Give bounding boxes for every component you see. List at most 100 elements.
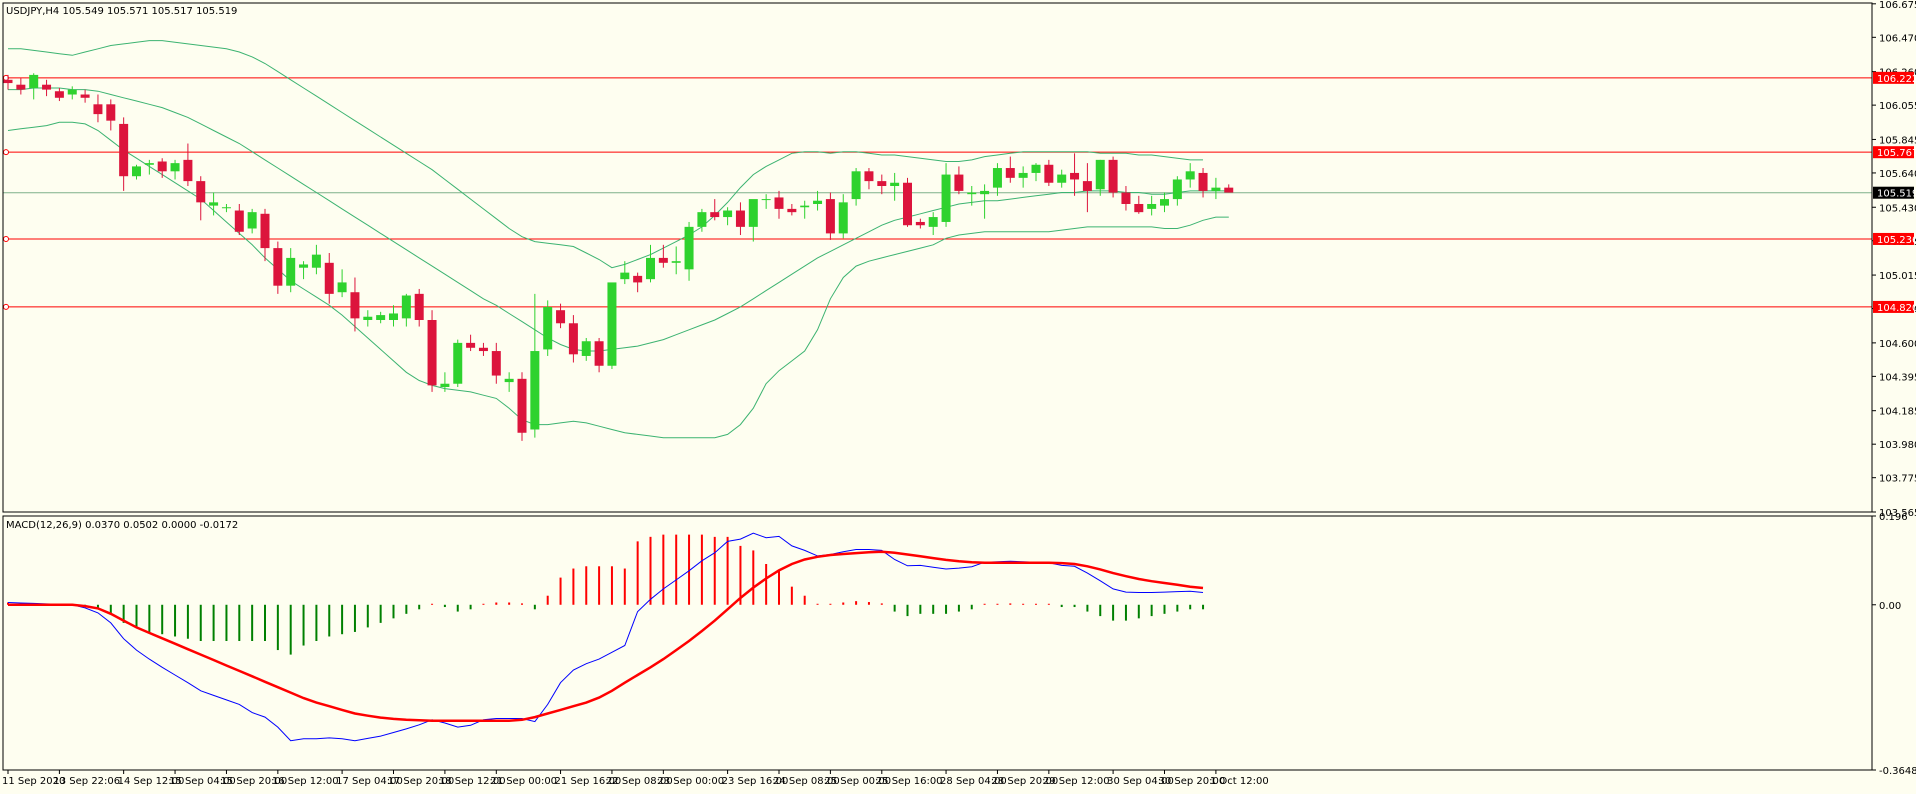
time-tick-label: 17 Sep 04:00 — [336, 776, 403, 787]
candle-body — [658, 257, 668, 263]
candle-body — [1005, 168, 1015, 178]
time-tick-label: 15 Sep 04:00 — [169, 776, 236, 787]
candle-body — [813, 200, 823, 204]
candle-body — [54, 91, 64, 98]
time-tick-label: 14 Sep 12:00 — [118, 776, 185, 787]
candle-body — [1070, 172, 1080, 180]
candle-body — [877, 181, 887, 187]
candle-body — [903, 182, 912, 226]
candle-body — [941, 174, 951, 222]
bollinger-lower-line — [7, 121, 1229, 439]
price-label-box — [1873, 71, 1914, 84]
candle-body — [42, 84, 52, 90]
price-label-box — [1873, 232, 1914, 245]
time-tick-label: 24 Sep 08:00 — [773, 776, 840, 787]
candle-body — [466, 342, 476, 348]
time-tick-label: 28 Sep 04:00 — [940, 776, 1007, 787]
candle-body — [568, 323, 578, 355]
candle-body — [1057, 174, 1067, 183]
candle-body — [1211, 187, 1221, 191]
candle-body — [928, 217, 938, 227]
macd-signal-line — [8, 550, 1204, 722]
candle-body — [556, 310, 566, 324]
candle-body — [157, 161, 167, 172]
candle-body — [992, 168, 1002, 188]
time-tick-label: 18 Sep 12:00 — [439, 776, 506, 787]
macd-tick-label: 0.00 — [1879, 601, 1901, 612]
candle-body — [825, 199, 835, 234]
candle-body — [196, 181, 206, 203]
candle-body — [851, 171, 861, 200]
candle-body — [1031, 164, 1041, 173]
price-label: 105.767 — [1877, 148, 1916, 159]
time-tick-label: 28 Sep 20:00 — [991, 776, 1058, 787]
time-tick-label: 23 Sep 00:00 — [657, 776, 724, 787]
candle-body — [273, 248, 283, 286]
candle-body — [3, 79, 13, 84]
candle-body — [311, 254, 321, 268]
time-tick-label: 11 Sep 2020 — [2, 776, 65, 787]
time-tick-label: 16 Sep 12:00 — [272, 776, 339, 787]
candle-body — [414, 293, 424, 321]
price-tick-label: 104.395 — [1879, 372, 1916, 383]
candle-body — [183, 159, 193, 182]
candle-body — [671, 261, 681, 263]
time-tick-label: 13 Sep 22:06 — [53, 776, 120, 787]
candle-body — [209, 202, 219, 206]
candle-body — [607, 282, 617, 366]
time-tick-label: 29 Sep 12:00 — [1043, 776, 1110, 787]
candle-body — [337, 282, 347, 293]
candle-body — [427, 320, 437, 386]
bollinger-middle-line — [8, 87, 1229, 352]
price-panel: 106.675106.470106.260106.055105.845105.6… — [3, 0, 1916, 519]
price-tick-label: 103.775 — [1879, 474, 1916, 485]
time-tick-label: 17 Sep 20:00 — [388, 776, 455, 787]
price-label-box — [1873, 186, 1914, 199]
price-label-box — [1873, 300, 1914, 313]
candle-body — [800, 205, 810, 208]
candle-body — [1224, 187, 1234, 193]
price-tick-label: 106.675 — [1879, 0, 1916, 11]
price-tick-label: 104.185 — [1879, 407, 1916, 418]
time-tick-label: 15 Sep 20:00 — [220, 776, 287, 787]
price-tick-label: 106.055 — [1879, 101, 1916, 112]
price-label: 105.236 — [1877, 235, 1916, 246]
candle-body — [954, 174, 964, 191]
candle-body — [1134, 203, 1144, 213]
candle-body — [144, 163, 154, 165]
candle-body — [478, 347, 488, 352]
candle-body — [890, 182, 900, 187]
candle-body — [132, 166, 141, 177]
candle-body — [350, 292, 360, 319]
macd-title: MACD(12,26,9) 0.0370 0.0502 0.0000 -0.01… — [6, 520, 238, 531]
price-tick-label: 103.565 — [1879, 508, 1916, 519]
candle-body — [1185, 171, 1195, 180]
price-label-box — [1873, 146, 1914, 159]
time-tick-label: 30 Sep 04:00 — [1107, 776, 1174, 787]
candle-body — [581, 341, 591, 356]
candle-body — [106, 104, 116, 121]
macd-panel-frame — [2, 515, 1873, 771]
time-tick-label: 21 Sep 16:00 — [555, 776, 622, 787]
circle-marker-icon — [3, 235, 9, 242]
candle-body — [1108, 159, 1118, 193]
circle-marker-icon — [3, 149, 9, 156]
time-tick-label: 30 Sep 20:00 — [1159, 776, 1226, 787]
price-label: 104.820 — [1877, 303, 1916, 314]
candle-body — [620, 272, 630, 280]
candle-body — [363, 316, 373, 321]
candle-body — [1198, 172, 1208, 191]
time-tick-label: 22 Sep 08:00 — [606, 776, 673, 787]
candle-body — [1044, 164, 1054, 183]
candle-body — [376, 315, 386, 321]
price-tick-label: 106.470 — [1879, 33, 1916, 44]
bollinger-upper-line — [8, 40, 1203, 269]
price-tick-label: 103.980 — [1879, 440, 1916, 451]
candle-body — [594, 341, 604, 366]
candle-body — [93, 104, 103, 115]
candle-body — [491, 351, 501, 376]
time-tick-label: 1 Oct 12:00 — [1210, 776, 1269, 787]
